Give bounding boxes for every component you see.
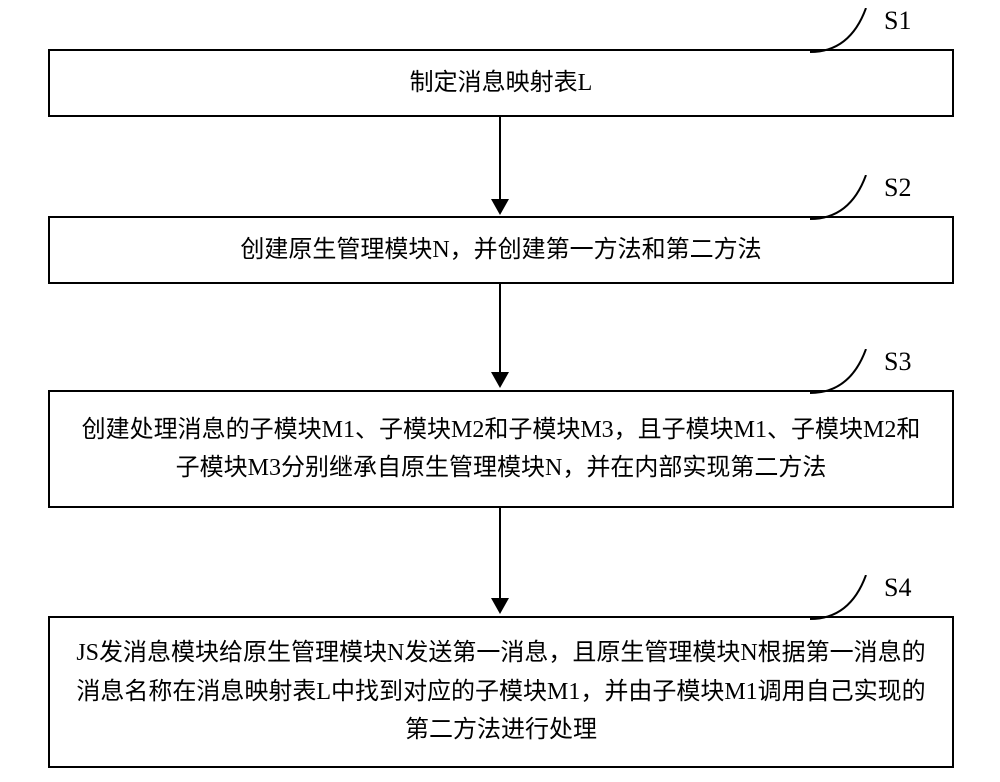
arrow-s2-s3-line	[499, 284, 501, 372]
step-label-s2-text: S2	[884, 173, 911, 202]
step-text-s1: 制定消息映射表L	[410, 64, 593, 102]
step-box-s2: 创建原生管理模块N，并创建第一方法和第二方法	[48, 216, 954, 284]
step-label-s1: S1	[884, 6, 911, 36]
step-label-s4: S4	[884, 573, 911, 603]
arrow-s2-s3-head	[491, 372, 509, 388]
arrow-s1-s2-line	[499, 117, 501, 199]
step-label-s1-text: S1	[884, 6, 911, 35]
step-label-s4-text: S4	[884, 573, 911, 602]
step-label-s3: S3	[884, 347, 911, 377]
step-text-s3: 创建处理消息的子模块M1、子模块M2和子模块M3，且子模块M1、子模块M2和子模…	[70, 411, 932, 488]
arrow-s3-s4-head	[491, 598, 509, 614]
step-box-s3: 创建处理消息的子模块M1、子模块M2和子模块M3，且子模块M1、子模块M2和子模…	[48, 390, 954, 508]
flowchart-canvas: S1 制定消息映射表L S2 创建原生管理模块N，并创建第一方法和第二方法 S3…	[0, 0, 1000, 782]
step-box-s1: 制定消息映射表L	[48, 49, 954, 117]
step-label-s2: S2	[884, 173, 911, 203]
arrow-s3-s4-line	[499, 508, 501, 598]
step-label-s3-text: S3	[884, 347, 911, 376]
step-text-s2: 创建原生管理模块N，并创建第一方法和第二方法	[240, 231, 761, 269]
step-text-s4: JS发消息模块给原生管理模块N发送第一消息，且原生管理模块N根据第一消息的消息名…	[70, 634, 932, 749]
arrow-s1-s2-head	[491, 199, 509, 215]
step-box-s4: JS发消息模块给原生管理模块N发送第一消息，且原生管理模块N根据第一消息的消息名…	[48, 616, 954, 768]
